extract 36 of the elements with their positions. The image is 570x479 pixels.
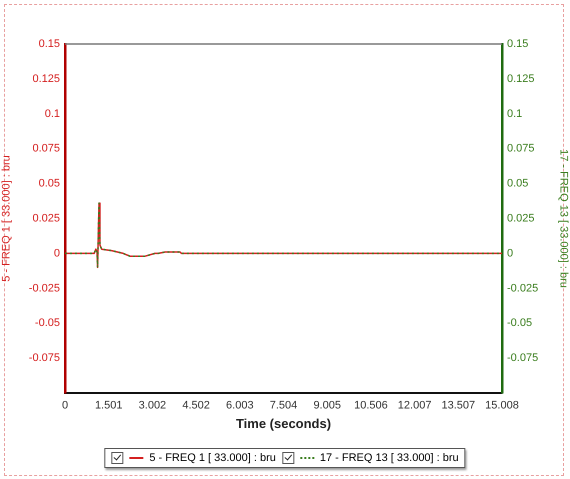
y-tick-label: 0.125 (32, 72, 60, 85)
x-tick-label: 0 (62, 400, 68, 412)
y2-tick-label: 0.05 (507, 178, 528, 190)
y2-tick-label: 0 (507, 247, 514, 260)
x-tick-label: 15.008 (485, 400, 519, 412)
y-tick-label: 0.075 (32, 142, 60, 155)
x-tick-label: 12.007 (398, 400, 432, 412)
y-tick-label: -0.075 (28, 352, 60, 364)
y-tick-label: 0.025 (32, 212, 60, 225)
y2-tick-label: -0.075 (507, 352, 538, 364)
x-tick-label: 4.502 (182, 400, 210, 412)
y2-tick-label: 0.125 (507, 72, 535, 85)
y-tick-label: -0.025 (28, 282, 60, 294)
y-axis-title: 5 - FREQ 1 [ 33.000] : bru (0, 155, 13, 282)
x-tick-label: 3.002 (138, 400, 166, 412)
y2-tick-label: -0.05 (507, 317, 532, 330)
x-tick-label: 13.507 (441, 400, 476, 412)
y-tick-label: -0.05 (34, 317, 60, 330)
y2-tick-label: 0.025 (507, 212, 535, 225)
x-tick-label: 9.005 (313, 400, 341, 412)
y2-tick-label: 0.075 (507, 142, 535, 155)
y-tick-label: 0.15 (38, 38, 60, 50)
x-axis-title: Time (seconds) (236, 416, 332, 431)
y2-tick-label: 0.1 (507, 108, 522, 120)
y-tick-label: 0.1 (44, 108, 60, 120)
x-tick-label: 7.504 (270, 400, 298, 412)
legend-label: 5 - FREQ 1 [ 33.000] : bru (149, 452, 276, 464)
x-tick-label: 1.501 (94, 400, 122, 412)
x-tick-label: 6.003 (226, 400, 254, 412)
x-tick-label: 10.506 (354, 400, 388, 412)
legend-label: 17 - FREQ 13 [ 33.000] : bru (320, 452, 459, 464)
y-tick-label: 0 (54, 247, 60, 260)
y2-tick-label: 0.15 (507, 38, 528, 50)
y2-axis-title: 17 - FREQ 13 [ 33.000] : bru (557, 149, 570, 288)
y-tick-label: 0.05 (38, 178, 60, 190)
y2-tick-label: -0.025 (507, 282, 538, 294)
